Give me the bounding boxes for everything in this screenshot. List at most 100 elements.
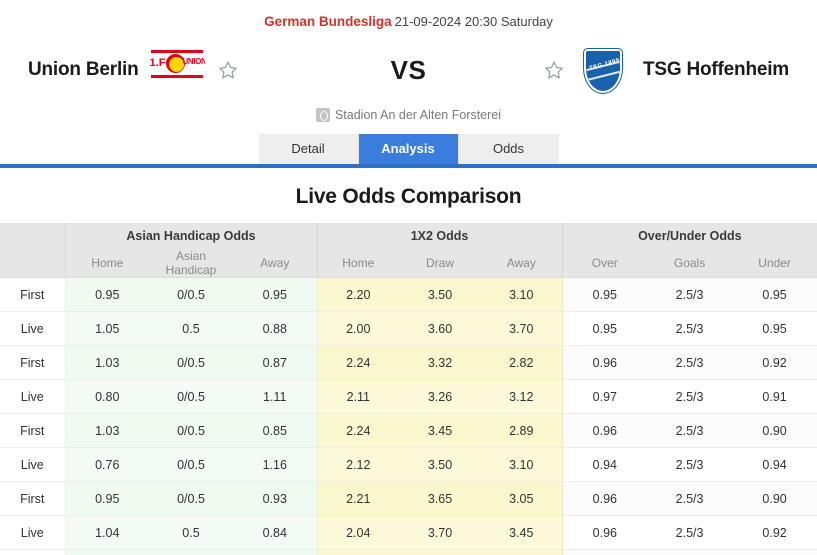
away-team-name[interactable]: TSG Hoffenheim xyxy=(642,59,789,80)
table-row[interactable]: Live 0.76 0/0.5 1.16 2.12 3.50 3.10 0.94 2.5/3 0.… xyxy=(0,447,817,482)
col-header-1x2-away: Away xyxy=(481,249,563,278)
vs-label: VS xyxy=(390,54,427,85)
cell-ah_line: 0.5 xyxy=(149,515,233,550)
home-team-name[interactable]: Union Berlin xyxy=(28,59,139,80)
cell-ou_under: 0.88 xyxy=(732,549,817,555)
cell-ou_under: 0.95 xyxy=(732,311,817,346)
col-header-1x2-home: Home xyxy=(317,249,400,278)
cell-ah_away: 0.88 xyxy=(233,311,318,346)
cell-ah_line: 0/0.5 xyxy=(149,549,233,555)
cell-x_away: 2.80 xyxy=(481,549,563,555)
favorite-star-away-icon[interactable] xyxy=(544,60,564,80)
cell-x_draw: 3.26 xyxy=(399,379,482,414)
cell-ah_line: 0/0.5 xyxy=(149,345,233,380)
cell-ah_line: 0/0.5 xyxy=(149,413,233,448)
cell-ou_goals: 2.5/3 xyxy=(647,277,733,312)
cell-ah_line: 0/0.5 xyxy=(149,379,233,414)
cell-ou_over: 0.94 xyxy=(562,447,648,482)
cell-x_away: 3.70 xyxy=(481,311,563,346)
cell-x_away: 2.89 xyxy=(481,413,563,448)
cell-ah_home: 0.80 xyxy=(65,379,149,414)
crest-bottom-bar xyxy=(150,75,203,78)
table-row[interactable]: Live 1.05 0.5 0.88 2.00 3.60 3.70 0.95 2.5/3 0.95 xyxy=(0,311,817,346)
cell-ah_home: 1.06 xyxy=(65,549,149,555)
cell-ou_goals: 2.5/3 xyxy=(647,549,733,555)
cell-x_home: 2.12 xyxy=(317,447,400,482)
cell-ah_line: 0/0.5 xyxy=(149,277,233,312)
league-line: German Bundesliga 21-09-2024 20:30 Saturd… xyxy=(0,14,817,30)
cell-ah_away: 1.16 xyxy=(233,447,318,482)
cell-ah_home: 1.03 xyxy=(65,413,149,448)
home-team-logo: 1.FC UNION xyxy=(149,47,205,93)
cell-ou_over: 0.96 xyxy=(562,345,648,380)
tab-odds[interactable]: Odds xyxy=(458,134,559,164)
cell-ah_away: 0.76 xyxy=(233,549,318,555)
tab-analysis[interactable]: Analysis xyxy=(358,134,459,164)
cell-x_home: 2.11 xyxy=(317,379,400,414)
crest-shield xyxy=(583,49,622,93)
cell-ah_away: 0.95 xyxy=(233,277,318,312)
cell-x_away: 3.05 xyxy=(481,481,563,516)
cell-x_draw: 3.50 xyxy=(399,447,482,482)
table-row[interactable]: First 1.03 0/0.5 0.85 2.24 3.45 2.89 0.96 2.5/3 0… xyxy=(0,413,817,448)
cell-ou_under: 0.94 xyxy=(732,447,817,482)
table-row[interactable]: Live 1.04 0.5 0.84 2.04 3.70 3.45 0.96 2.5/3 0.92 xyxy=(0,515,817,550)
cell-x_draw: 3.40 xyxy=(399,549,482,555)
cell-ah_away: 0.84 xyxy=(233,515,318,550)
table-row[interactable]: First1.060/0.50.762.403.402.800.922.5/30… xyxy=(0,549,817,555)
column-header-row: Home Asian Handicap Away Home Draw Away … xyxy=(0,249,817,278)
favorite-star-home-icon[interactable] xyxy=(218,60,238,80)
table-head: Asian Handicap Odds 1X2 Odds Over/Under … xyxy=(0,223,817,278)
cell-x_home: 2.00 xyxy=(317,311,400,346)
away-team-logo: TSG 1899 xyxy=(581,47,633,93)
group-header-over-under: Over/Under Odds xyxy=(562,223,817,249)
stadium-icon xyxy=(315,108,330,122)
cell-x_home: 2.04 xyxy=(317,515,400,550)
hoffenheim-crest-icon: TSG 1899 xyxy=(581,47,625,99)
cell-ou_over: 0.97 xyxy=(562,379,648,414)
col-header-ou-under: Under xyxy=(732,249,817,278)
group-header-row: Asian Handicap Odds 1X2 Odds Over/Under … xyxy=(0,223,817,249)
cell-ou_goals: 2.5/3 xyxy=(647,515,733,550)
cell-x_away: 3.45 xyxy=(481,515,563,550)
cell-type: First xyxy=(0,413,66,448)
col-header-ah-home: Home xyxy=(65,249,149,278)
home-team-block: Union Berlin 1.FC UNION xyxy=(18,47,371,93)
cell-ou_goals: 2.5/3 xyxy=(647,481,733,516)
cell-x_home: 2.40 xyxy=(317,549,400,555)
cell-ou_over: 0.96 xyxy=(562,481,648,516)
cell-x_home: 2.24 xyxy=(317,345,400,380)
cell-type: Live xyxy=(0,447,66,482)
tab-detail[interactable]: Detail xyxy=(258,134,359,164)
cell-ou_over: 0.92 xyxy=(562,549,648,555)
table-row[interactable]: Live 0.80 0/0.5 1.11 2.11 3.26 3.12 0.97 2.5/3 0.… xyxy=(0,379,817,414)
crest-union-text: UNION xyxy=(182,57,205,66)
cell-ah_home: 0.95 xyxy=(65,481,149,516)
cell-x_home: 2.20 xyxy=(317,277,400,312)
table-row[interactable]: First 0.95 0/0.5 0.95 2.20 3.50 3.10 0.95 2.5/3 0… xyxy=(0,277,817,312)
cell-ou_under: 0.91 xyxy=(732,379,817,414)
cell-ou_under: 0.92 xyxy=(732,345,817,380)
cell-ah_line: 0/0.5 xyxy=(149,447,233,482)
cell-ou_under: 0.92 xyxy=(732,515,817,550)
cell-type: First xyxy=(0,345,66,380)
table-body: First 0.95 0/0.5 0.95 2.20 3.50 3.10 0.95 2.5/3 0… xyxy=(0,277,817,555)
cell-ou_over: 0.96 xyxy=(562,515,648,550)
col-header-1x2-draw: Draw xyxy=(399,249,482,278)
tabs-row: Detail Analysis Odds xyxy=(0,134,817,164)
venue-line: Stadion An der Alten Forsterei xyxy=(0,108,817,122)
cell-type: First xyxy=(0,277,66,312)
cell-ou_over: 0.95 xyxy=(562,311,648,346)
cell-type: Live xyxy=(0,379,66,414)
table-row[interactable]: First 0.95 0/0.5 0.93 2.21 3.65 3.05 0.96 2.5/3 0… xyxy=(0,481,817,516)
cell-ou_under: 0.90 xyxy=(732,481,817,516)
cell-ah_away: 0.93 xyxy=(233,481,318,516)
cell-ah_line: 0/0.5 xyxy=(149,481,233,516)
cell-ah_home: 0.76 xyxy=(65,447,149,482)
cell-type: Live xyxy=(0,515,66,550)
crest-top-bar xyxy=(150,50,203,53)
cell-x_draw: 3.50 xyxy=(399,277,482,312)
cell-ou_under: 0.95 xyxy=(732,277,817,312)
league-name[interactable]: German Bundesliga xyxy=(264,14,392,29)
table-row[interactable]: First 1.03 0/0.5 0.87 2.24 3.32 2.82 0.96 2.5/3 0… xyxy=(0,345,817,380)
